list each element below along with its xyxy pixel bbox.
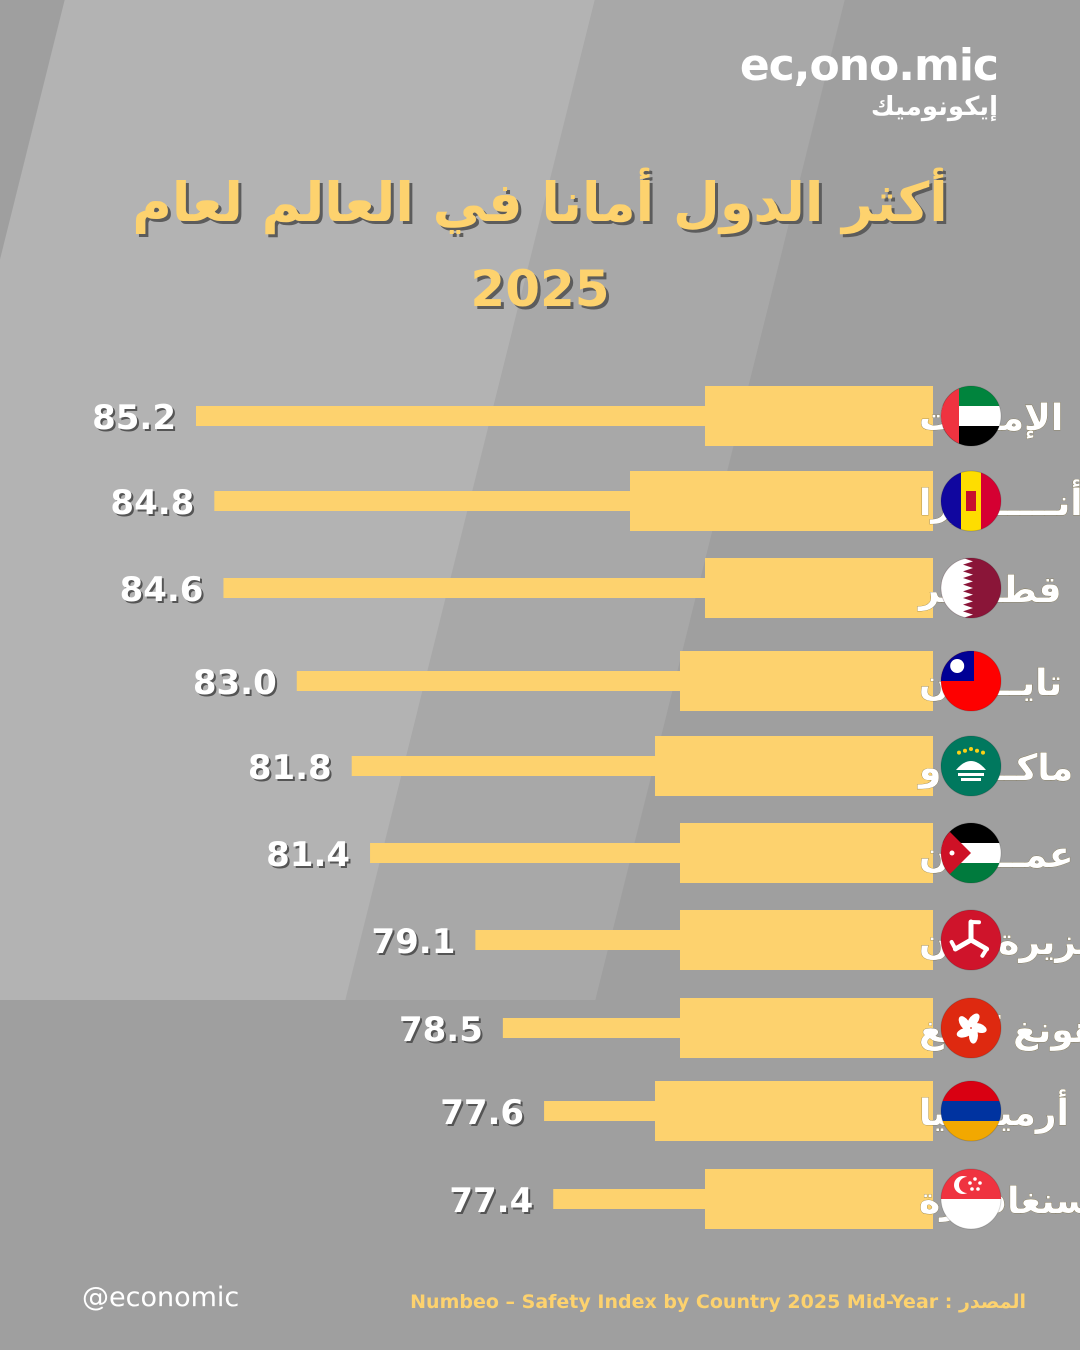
flag-outline	[940, 385, 1002, 447]
flag-outline	[940, 650, 1002, 712]
flag-outline	[940, 1168, 1002, 1230]
flag-lotus	[956, 761, 986, 770]
flag-outline	[940, 909, 1002, 971]
hong-kong-flag-icon	[941, 998, 1001, 1058]
category-label-box	[655, 736, 933, 796]
flag-water	[958, 773, 984, 776]
flag-outline	[940, 1080, 1002, 1142]
value-label: 84.6	[120, 570, 204, 610]
flag-outline	[940, 557, 1002, 619]
flag-outline	[940, 735, 1002, 797]
bar	[223, 578, 781, 598]
flag-part	[941, 998, 1001, 1058]
flag-sun	[950, 659, 965, 673]
chart-title: أكثر الدول أمانا في العالم لعام	[132, 171, 948, 234]
bar	[196, 406, 780, 426]
isle-of-man-flag-icon	[941, 910, 1001, 970]
flag-part	[941, 386, 959, 446]
armenia-flag-icon	[941, 1081, 1001, 1141]
category-label-box	[705, 558, 933, 618]
category-label-box	[705, 386, 933, 446]
flag-star	[970, 1187, 974, 1191]
bar	[370, 843, 780, 863]
flag-star	[968, 1181, 972, 1185]
flag-part	[941, 1081, 1001, 1101]
flag-petal	[967, 1013, 980, 1028]
flag-petal	[956, 1027, 973, 1038]
flag-leg	[952, 937, 974, 952]
flag-part	[941, 1199, 1001, 1229]
flag-star	[957, 750, 961, 755]
bar	[296, 671, 780, 691]
qatar-flag-icon	[941, 558, 1001, 618]
value-label: 81.8	[248, 748, 332, 788]
value-label: 83.0	[193, 663, 277, 703]
category-label-box	[680, 998, 933, 1058]
chart-title-year: 2025	[470, 260, 610, 318]
source-note: المصدر : Numbeo – Safety Index by Countr…	[410, 1288, 1026, 1316]
flag-star	[981, 750, 985, 755]
flag-foot	[949, 939, 958, 951]
value-label: 77.6	[440, 1093, 524, 1133]
social-handle: @economic	[82, 1282, 240, 1313]
value-label: 85.2	[92, 398, 176, 438]
brand-logo: ec,ono.mic إيكونوميك	[739, 40, 999, 122]
flag-outline	[940, 470, 1002, 532]
value-label: 81.4	[266, 835, 350, 875]
flag-serration	[941, 558, 973, 618]
singapore-flag-icon	[941, 1169, 1001, 1229]
brand-name-arabic: إيكونوميك	[870, 92, 998, 122]
brand-name: ec,ono.mic	[739, 40, 999, 91]
flag-star	[975, 748, 979, 753]
value-label: 78.5	[399, 1010, 483, 1050]
jordan-flag-icon	[941, 823, 1001, 883]
flag-outline	[940, 997, 1002, 1059]
value-label: 77.4	[449, 1181, 533, 1221]
flag-triangle	[941, 823, 971, 883]
flag-star	[973, 1177, 977, 1181]
flag-foot	[980, 947, 989, 958]
flag-star	[978, 1181, 982, 1185]
category-label-box	[705, 1169, 933, 1229]
flag-star	[976, 1187, 980, 1191]
flag-star	[949, 850, 955, 856]
flag-petal	[958, 1016, 971, 1031]
flag-part	[941, 1121, 1001, 1141]
category-label-box	[655, 1081, 933, 1141]
andorra-flag-icon	[941, 471, 1001, 531]
category-label-box	[630, 471, 933, 531]
flag-star	[963, 748, 967, 753]
source-label: المصدر :	[944, 1291, 1026, 1313]
flag-star	[969, 747, 973, 751]
category-label-box	[680, 651, 933, 711]
macao-flag-icon	[941, 736, 1001, 796]
flag-emblem	[966, 491, 976, 511]
category-label-box	[680, 910, 933, 970]
source-text: Numbeo – Safety Index by Country 2025 Mi…	[410, 1291, 939, 1313]
value-label: 84.8	[110, 483, 194, 523]
flag-outline	[940, 822, 1002, 884]
value-label: 79.1	[371, 922, 455, 962]
flag-part	[941, 1101, 1001, 1121]
flag-water	[961, 778, 981, 781]
uae-flag-icon	[941, 386, 1001, 446]
flag-leg	[968, 937, 990, 952]
flag-part	[981, 471, 1001, 531]
category-label-box	[680, 823, 933, 883]
flag-part	[941, 471, 961, 531]
